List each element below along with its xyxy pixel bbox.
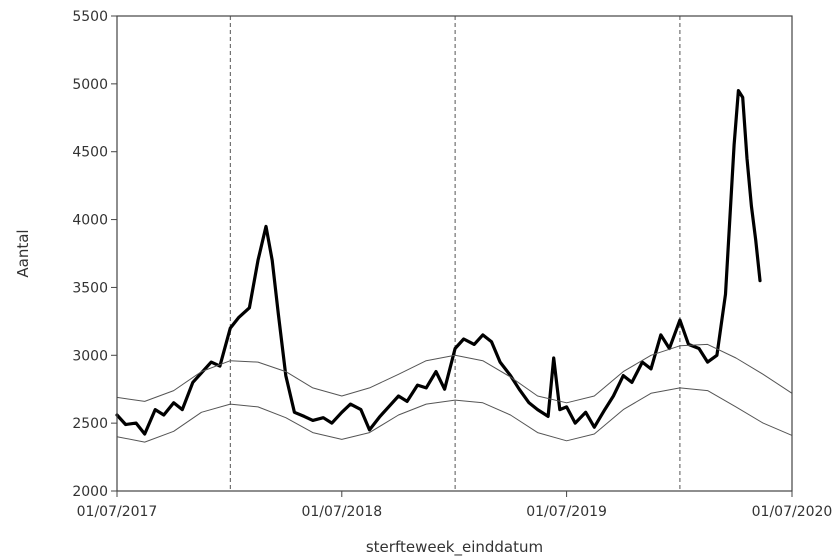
x-axis-title: sterfteweek_einddatum: [366, 538, 543, 557]
y-tick-label: 3500: [72, 280, 108, 296]
plot-frame: [116, 15, 793, 492]
series-line-observed: [115, 88, 762, 436]
y-axis-title: Aantal: [14, 229, 32, 277]
y-tick-label: 2000: [72, 484, 108, 500]
y-tick-label: 4000: [72, 213, 108, 229]
series-line-lower-bound: [116, 387, 793, 443]
y-tick-label: 4500: [72, 145, 108, 161]
x-tick-label: 01/07/2020: [752, 504, 833, 520]
y-tick-label: 2500: [72, 416, 108, 432]
series-line-upper-bound: [116, 343, 793, 404]
y-tick-label: 5000: [72, 77, 108, 93]
axes: 2000 2500 3000 3500 4000 4500 5000 5500 01/07/20…: [72, 9, 832, 520]
x-tick-label: 01/07/2019: [526, 504, 607, 520]
y-tick-label: 5500: [72, 9, 108, 25]
x-tick-label: 01/07/2018: [301, 504, 382, 520]
y-tick-label: 3000: [72, 348, 108, 364]
x-tick-label: 01/07/2017: [77, 504, 158, 520]
reference-lines: [229, 16, 681, 491]
series-layer: [115, 88, 793, 443]
